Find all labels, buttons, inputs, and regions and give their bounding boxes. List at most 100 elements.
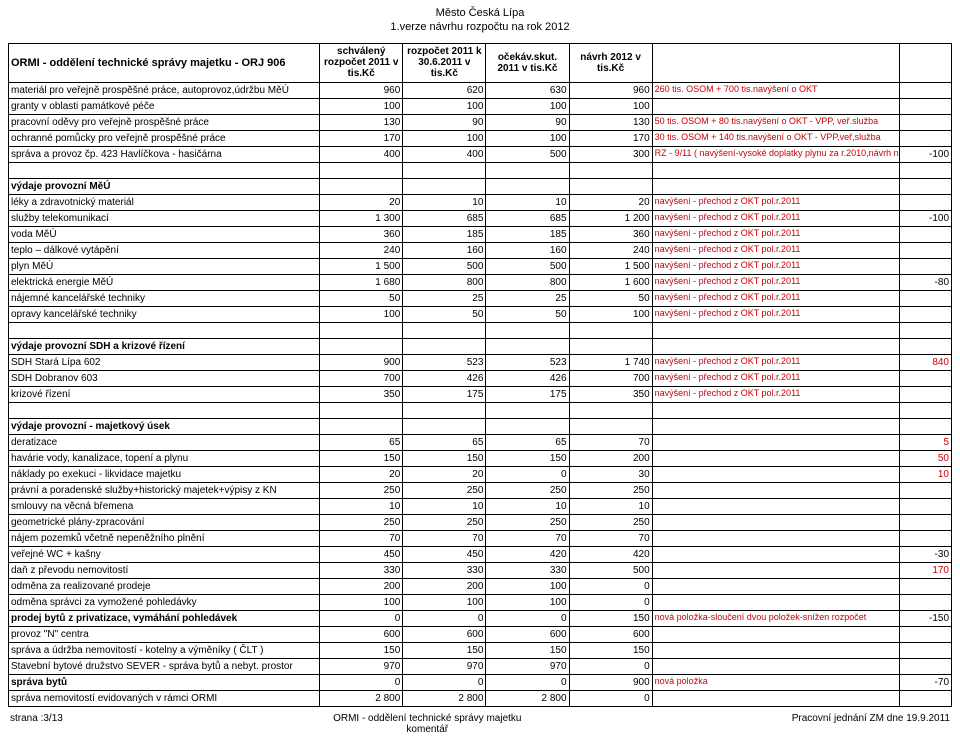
cell-c3: 600 <box>486 626 569 642</box>
spacer-cell <box>899 322 951 338</box>
section-title: výdaje provozní MěÚ <box>9 178 320 194</box>
th-title: ORMI - oddělení technické správy majetku… <box>9 43 320 82</box>
spacer-cell <box>403 402 486 418</box>
cell-note <box>652 658 899 674</box>
cell-desc: nájem pozemků včetně nepeněžního plnění <box>9 530 320 546</box>
spacer-cell <box>403 162 486 178</box>
table-row: geometrické plány-zpracování250250250250 <box>9 514 952 530</box>
table-row: SDH Stará Lípa 6029005235231 740navýšení… <box>9 354 952 370</box>
cell-adj <box>899 82 951 98</box>
cell-note: navýšení - přechod z OKT pol.r.2011 <box>652 194 899 210</box>
table-row: granty v oblasti památkové péče100100100… <box>9 98 952 114</box>
cell-c4: 900 <box>569 674 652 690</box>
cell-adj: -80 <box>899 274 951 290</box>
th-col4: návrh 2012 v tis.Kč <box>569 43 652 82</box>
cell-c3: 185 <box>486 226 569 242</box>
cell-c4: 250 <box>569 482 652 498</box>
cell-note: navýšení - přechod z OKT pol.r.2011 <box>652 354 899 370</box>
cell-desc: odměna správci za vymožené pohledávky <box>9 594 320 610</box>
footer-center2: komentář <box>333 724 521 735</box>
cell-adj <box>899 514 951 530</box>
cell-c2: 523 <box>403 354 486 370</box>
cell-c3: 630 <box>486 82 569 98</box>
cell-c2: 800 <box>403 274 486 290</box>
cell-c2: 90 <box>403 114 486 130</box>
cell-adj: 50 <box>899 450 951 466</box>
cell-desc: služby telekomunikací <box>9 210 320 226</box>
cell-note: navýšení - přechod z OKT pol.r.2011 <box>652 386 899 402</box>
section-empty-cell <box>486 418 569 434</box>
cell-note: navýšení - přechod z OKT pol.r.2011 <box>652 242 899 258</box>
cell-c2: 450 <box>403 546 486 562</box>
table-row: deratizace656565705 <box>9 434 952 450</box>
cell-c4: 300 <box>569 146 652 162</box>
cell-adj <box>899 642 951 658</box>
cell-c1: 150 <box>320 450 403 466</box>
cell-note <box>652 626 899 642</box>
footer-center1: ORMI - oddělení technické správy majetku <box>333 713 521 724</box>
cell-adj: -150 <box>899 610 951 626</box>
cell-c1: 0 <box>320 610 403 626</box>
spacer-cell <box>9 402 320 418</box>
cell-c3: 0 <box>486 610 569 626</box>
spacer-cell <box>320 162 403 178</box>
cell-c2: 65 <box>403 434 486 450</box>
cell-c4: 100 <box>569 98 652 114</box>
cell-c4: 1 200 <box>569 210 652 226</box>
cell-note <box>652 514 899 530</box>
cell-c4: 420 <box>569 546 652 562</box>
cell-c4: 240 <box>569 242 652 258</box>
spacer-cell <box>9 322 320 338</box>
section-empty-cell <box>486 338 569 354</box>
cell-c1: 20 <box>320 194 403 210</box>
table-row: materiál pro veřejně prospěšné práce, au… <box>9 82 952 98</box>
section-title: výdaje provozní SDH a krizové řízení <box>9 338 320 354</box>
cell-c4: 700 <box>569 370 652 386</box>
cell-desc: veřejné WC + kašny <box>9 546 320 562</box>
cell-c2: 100 <box>403 130 486 146</box>
cell-c4: 30 <box>569 466 652 482</box>
cell-adj <box>899 130 951 146</box>
table-row: odměna za realizované prodeje2002001000 <box>9 578 952 594</box>
section-empty-cell <box>403 418 486 434</box>
page-footer: strana :3/13 ORMI - oddělení technické s… <box>0 707 960 739</box>
section-empty-cell <box>652 178 899 194</box>
table-row: služby telekomunikací1 3006856851 200nav… <box>9 210 952 226</box>
cell-c4: 150 <box>569 642 652 658</box>
spacer-row <box>9 162 952 178</box>
cell-c1: 970 <box>320 658 403 674</box>
cell-adj <box>899 658 951 674</box>
cell-adj <box>899 258 951 274</box>
cell-c4: 600 <box>569 626 652 642</box>
cell-desc: geometrické plány-zpracování <box>9 514 320 530</box>
cell-c2: 426 <box>403 370 486 386</box>
table-row: právní a poradenské služby+historický ma… <box>9 482 952 498</box>
table-row: voda MěÚ360185185360navýšení - přechod z… <box>9 226 952 242</box>
cell-c4: 170 <box>569 130 652 146</box>
cell-note <box>652 594 899 610</box>
cell-c3: 150 <box>486 642 569 658</box>
cell-desc: opravy kancelářské techniky <box>9 306 320 322</box>
cell-c4: 70 <box>569 434 652 450</box>
cell-c1: 600 <box>320 626 403 642</box>
cell-c3: 0 <box>486 674 569 690</box>
cell-c2: 250 <box>403 482 486 498</box>
cell-c1: 1 300 <box>320 210 403 226</box>
table-row: havárie vody, kanalizace, topení a plynu… <box>9 450 952 466</box>
table-row: náklady po exekuci - likvidace majetku20… <box>9 466 952 482</box>
cell-c2: 600 <box>403 626 486 642</box>
section-empty-cell <box>320 178 403 194</box>
cell-c2: 0 <box>403 674 486 690</box>
cell-note: 50 tis. OSOM + 80 tis.navýšení o OKT - V… <box>652 114 899 130</box>
section-title-row: výdaje provozní MěÚ <box>9 178 952 194</box>
cell-desc: deratizace <box>9 434 320 450</box>
table-row: veřejné WC + kašny450450420420-30 <box>9 546 952 562</box>
cell-c1: 2 800 <box>320 690 403 706</box>
cell-c1: 1 680 <box>320 274 403 290</box>
cell-note <box>652 690 899 706</box>
cell-c1: 150 <box>320 642 403 658</box>
cell-adj: -30 <box>899 546 951 562</box>
cell-c2: 10 <box>403 498 486 514</box>
section-empty-cell <box>403 338 486 354</box>
cell-desc: právní a poradenské služby+historický ma… <box>9 482 320 498</box>
